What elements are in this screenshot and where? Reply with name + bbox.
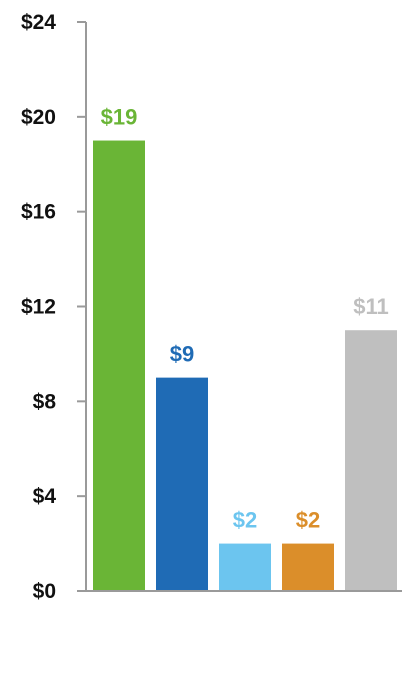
y-tick-label: $16 <box>21 201 56 224</box>
bar-4 <box>282 543 334 591</box>
bar-4-value-label: $2 <box>296 508 320 533</box>
bar-2 <box>156 377 208 591</box>
y-tick-label: $20 <box>21 106 56 129</box>
bar-1 <box>93 140 145 591</box>
y-axis: $0 $4 $8 $12 $16 $20 $24 <box>21 11 87 603</box>
bar-3-value-label: $2 <box>233 508 257 533</box>
bar-3 <box>219 543 271 591</box>
y-tick-label: $0 <box>33 580 56 603</box>
bar-1-value-label: $19 <box>101 105 138 130</box>
y-tick-label: $12 <box>21 296 56 319</box>
bars-group <box>93 140 397 591</box>
y-tick-label: $24 <box>21 11 56 34</box>
y-tick-label: $4 <box>33 485 57 508</box>
y-tick-label: $8 <box>33 390 57 413</box>
data-labels-group: $19 $9 $2 $2 $11 <box>101 105 389 533</box>
bar-5-value-label: $11 <box>353 294 389 319</box>
bar-5 <box>345 330 397 591</box>
bar-2-value-label: $9 <box>170 342 194 367</box>
